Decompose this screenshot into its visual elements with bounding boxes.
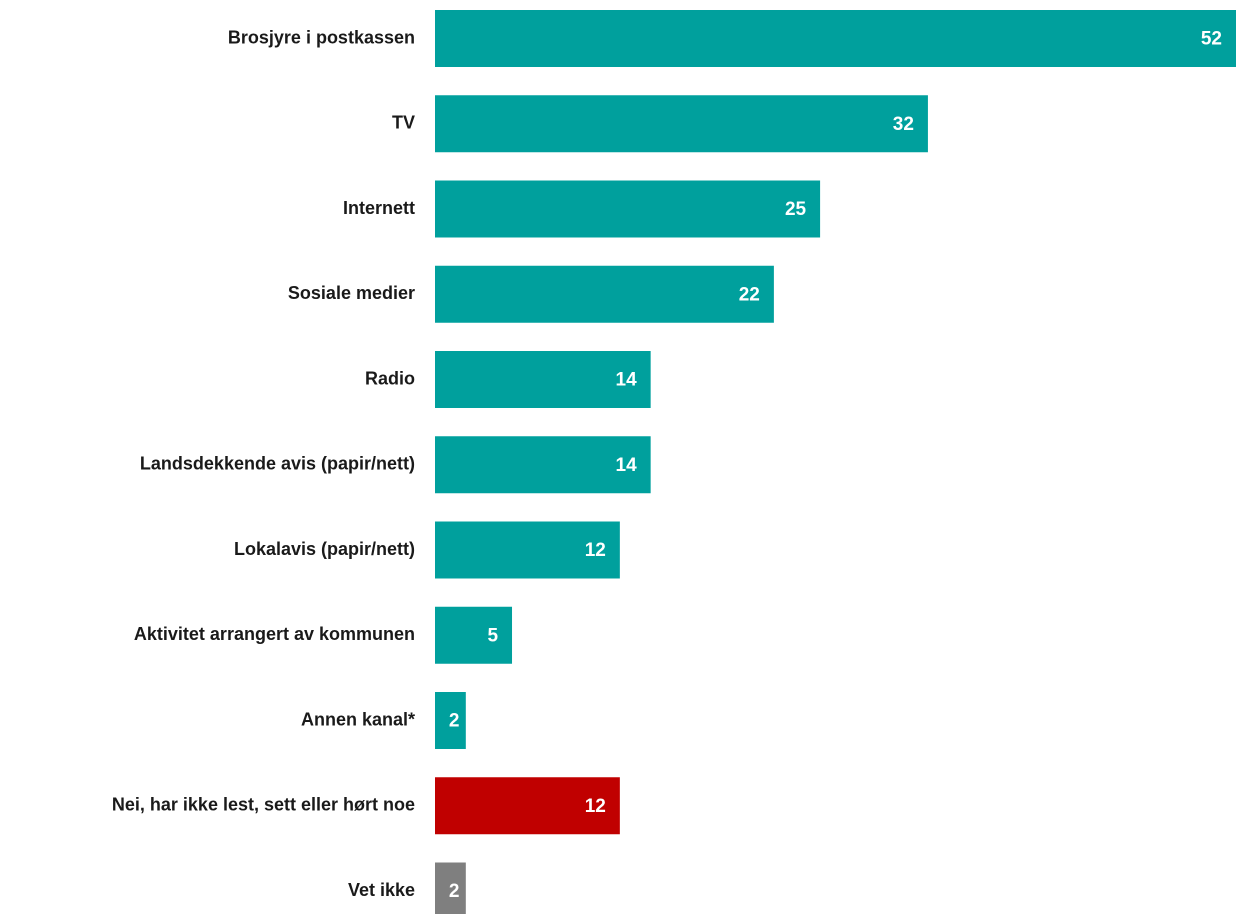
value-label: 52 <box>1201 29 1222 50</box>
bar <box>435 10 1236 67</box>
bar <box>435 265 774 323</box>
bar <box>435 351 651 408</box>
category-label: Aktivitet arrangert av kommunen <box>134 624 415 644</box>
bar <box>435 862 466 914</box>
bar <box>435 777 620 835</box>
category-label: Radio <box>365 368 415 388</box>
value-label: 25 <box>785 199 807 220</box>
bar <box>435 606 513 664</box>
value-label: 22 <box>739 284 760 305</box>
category-label: Lokalavis (papir/nett) <box>234 539 415 559</box>
category-label: Sosiale medier <box>288 283 415 303</box>
bar <box>435 436 651 494</box>
value-label: 32 <box>893 114 914 135</box>
category-label: Internett <box>343 198 415 218</box>
value-label: 2 <box>449 881 460 902</box>
category-label: Brosjyre i postkassen <box>228 27 415 47</box>
category-label: Annen kanal* <box>301 709 415 729</box>
value-label: 14 <box>616 455 638 476</box>
value-label: 12 <box>585 796 606 817</box>
value-label: 5 <box>487 625 498 646</box>
value-label: 12 <box>585 540 606 561</box>
bar <box>435 180 821 238</box>
bar <box>435 692 466 749</box>
value-label: 14 <box>616 370 638 391</box>
bar <box>435 95 928 153</box>
category-label: Nei, har ikke lest, sett eller hørt noe <box>112 795 415 815</box>
value-label: 2 <box>449 711 460 732</box>
category-label: Landsdekkende avis (papir/nett) <box>140 454 415 474</box>
category-label: TV <box>392 113 415 133</box>
category-label: Vet ikke <box>348 880 415 900</box>
bar <box>435 521 620 579</box>
